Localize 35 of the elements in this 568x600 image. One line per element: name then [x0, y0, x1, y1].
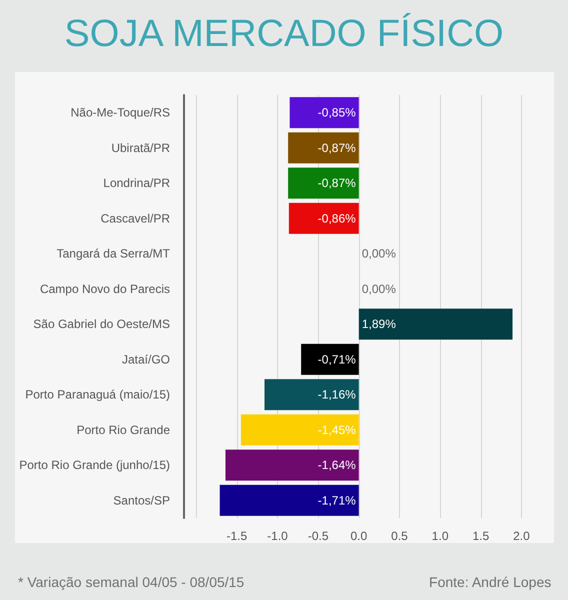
y-tick-label: Porto Rio Grande (junho/15): [19, 458, 170, 472]
y-tick-label: Porto Rio Grande: [76, 422, 170, 437]
x-tick-label: 0.0: [350, 529, 368, 543]
y-tick-label: Cascavel/PR: [100, 211, 170, 226]
x-tick-label: -1.5: [226, 529, 248, 543]
data-label: -1,71%: [318, 493, 356, 508]
y-tick-label: Porto Paranaguá (maio/15): [25, 388, 170, 402]
x-tick-label: 1.5: [472, 529, 490, 543]
x-tick-label: 1.0: [432, 529, 449, 543]
data-label: -1,45%: [318, 422, 356, 437]
data-label: -0,87%: [318, 176, 356, 190]
y-tick-label: São Gabriel do Oeste/MS: [33, 317, 170, 332]
y-tick-label: Jataí/GO: [122, 352, 170, 366]
x-tick-label: 0.5: [391, 529, 408, 543]
data-label: -0,86%: [318, 211, 356, 226]
data-label: -0,85%: [318, 106, 356, 120]
x-tick-label: 2.0: [513, 529, 530, 543]
data-label: -1,64%: [318, 458, 356, 472]
source-note: Fonte: André Lopes: [429, 574, 552, 590]
text: * Variação semanal 04/05 - 08/05/15: [18, 574, 244, 590]
y-tick-label: Londrina/PR: [103, 176, 170, 190]
y-tick-label: Santos/SP: [113, 493, 170, 508]
y-tick-label: Campo Novo do Parecis: [40, 282, 170, 296]
data-label: 0,00%: [362, 282, 396, 296]
data-label: -0,87%: [318, 140, 356, 155]
data-label: -1,16%: [318, 388, 356, 402]
data-label: 0,00%: [362, 246, 396, 261]
y-tick-label: Não-Me-Toque/RS: [70, 106, 170, 120]
y-tick-label: Ubiratã/PR: [111, 140, 170, 155]
chart-title: SOJA MERCADO FÍSICO: [64, 13, 504, 55]
x-tick-label: -1.0: [267, 529, 288, 543]
data-label: -0,71%: [318, 352, 356, 366]
x-tick-label: -0.5: [308, 529, 329, 543]
y-tick-label: Tangará da Serra/MT: [56, 246, 171, 261]
data-label: 1,89%: [362, 317, 396, 332]
